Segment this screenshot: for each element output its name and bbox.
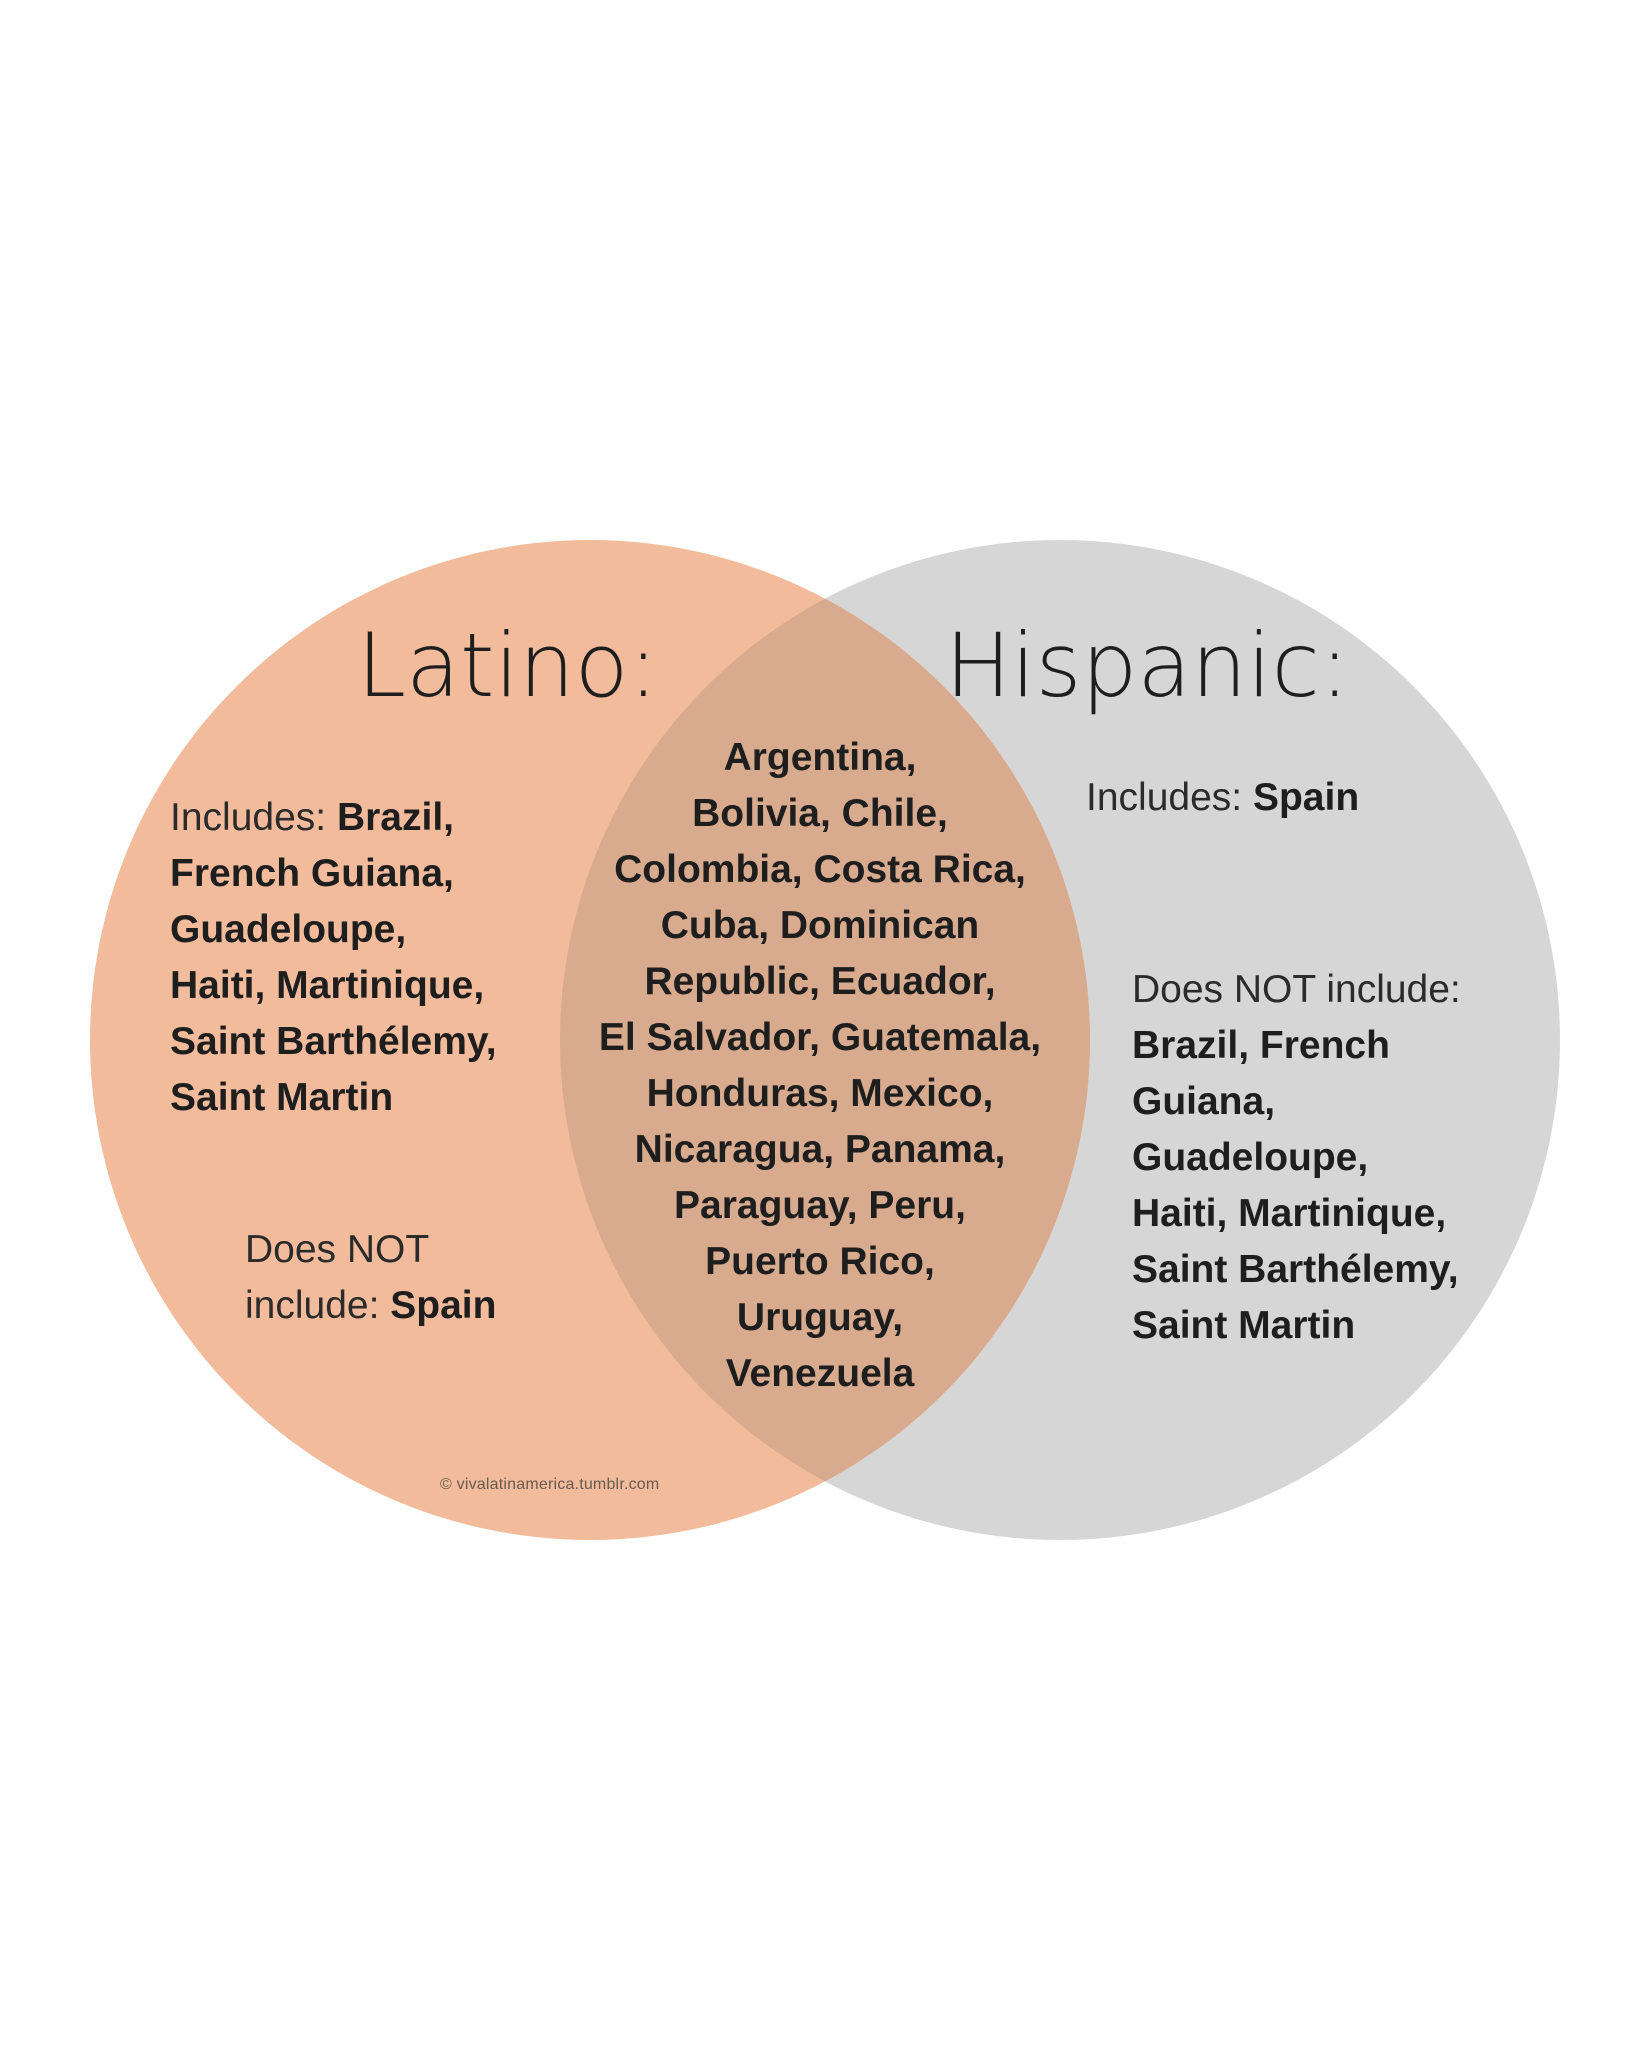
overlap-item: Republic, Ecuador,	[644, 960, 996, 1003]
latino-title: Latino:	[357, 614, 659, 717]
hispanic-excludes-item: Saint Barthélemy,	[1132, 1248, 1459, 1291]
hispanic-includes-item: Spain	[1252, 776, 1360, 819]
hispanic-excludes-item: Guadeloupe,	[1132, 1136, 1369, 1179]
overlap-item: Colombia, Costa Rica,	[614, 848, 1026, 891]
hispanic-excludes-item: Saint Martin	[1132, 1304, 1356, 1347]
latino-excludes-label: include:	[245, 1284, 380, 1327]
latino-excludes-item: Spain	[390, 1284, 497, 1327]
overlap-list: Argentina, Bolivia, Chile, Colombia, Cos…	[555, 730, 1085, 1402]
latino-includes-item: Saint Barthélemy,	[170, 1020, 497, 1063]
hispanic-excludes-item: Guiana,	[1132, 1080, 1276, 1123]
latino-includes-item: Haiti, Martinique,	[170, 964, 485, 1007]
latino-includes-item: Saint Martin	[170, 1076, 394, 1119]
hispanic-excludes: Does NOT include: Brazil, French Guiana,…	[1132, 962, 1461, 1354]
hispanic-title: Hispanic:	[945, 614, 1350, 717]
overlap-item: Bolivia, Chile,	[692, 792, 948, 835]
latino-includes-item: Brazil,	[336, 796, 454, 839]
overlap-item: El Salvador, Guatemala,	[598, 1016, 1042, 1059]
latino-includes-item: Guadeloupe,	[170, 908, 407, 951]
hispanic-includes-label: Includes:	[1086, 776, 1243, 819]
latino-includes-label: Includes:	[170, 796, 327, 839]
overlap-item: Nicaragua, Panama,	[634, 1128, 1006, 1171]
source-watermark: © vivalatinamerica.tumblr.com	[440, 1476, 660, 1493]
overlap-item: Paraguay, Peru,	[674, 1184, 966, 1227]
overlap-item: Uruguay,	[736, 1296, 904, 1339]
hispanic-excludes-item: Haiti, Martinique,	[1132, 1192, 1447, 1235]
latino-includes: Includes: Brazil, French Guiana, Guadelo…	[170, 790, 497, 1126]
latino-excludes-label: Does NOT	[245, 1228, 430, 1271]
overlap-item: Honduras, Mexico,	[646, 1072, 994, 1115]
latino-includes-item: French Guiana,	[170, 852, 454, 895]
overlap-item: Argentina,	[723, 736, 917, 779]
overlap-item: Cuba, Dominican	[660, 904, 980, 947]
overlap-item: Venezuela	[725, 1352, 915, 1395]
hispanic-excludes-label: Does NOT include:	[1132, 968, 1461, 1011]
latino-excludes: Does NOT include: Spain	[245, 1222, 496, 1334]
hispanic-includes: Includes: Spain	[1086, 770, 1359, 826]
overlap-region	[560, 540, 1090, 1540]
hispanic-excludes-item: Brazil, French	[1132, 1024, 1390, 1067]
overlap-item: Puerto Rico,	[705, 1240, 935, 1283]
